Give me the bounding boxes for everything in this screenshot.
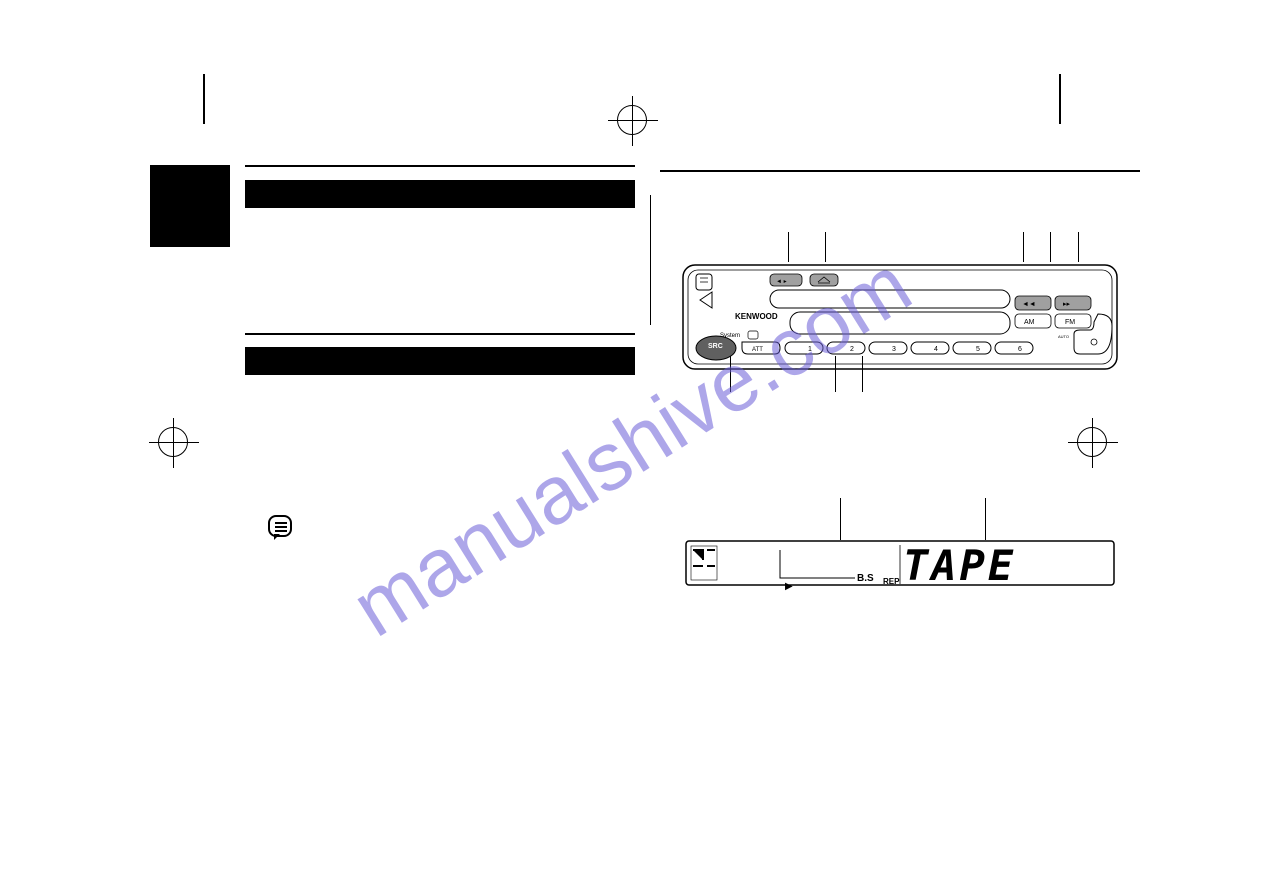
callout-line bbox=[985, 498, 986, 540]
section-marker-box bbox=[150, 165, 230, 247]
callout-line bbox=[1078, 232, 1079, 262]
svg-text:B.S: B.S bbox=[857, 573, 874, 584]
crop-mark bbox=[1059, 74, 1061, 124]
page-content: ◄ ▸ KENWOOD System bbox=[150, 165, 1140, 865]
horizontal-rule bbox=[245, 333, 635, 335]
svg-text:▸▸: ▸▸ bbox=[1063, 301, 1071, 308]
svg-text:2: 2 bbox=[850, 346, 854, 353]
svg-text:AUTO: AUTO bbox=[1058, 334, 1069, 339]
callout-line bbox=[788, 232, 789, 262]
display-illustration: B.S ▶ REP TAPE bbox=[685, 540, 1115, 595]
svg-text:SRC: SRC bbox=[708, 343, 723, 350]
callout-line bbox=[862, 356, 863, 392]
car-stereo-illustration: ◄ ▸ KENWOOD System bbox=[680, 232, 1120, 382]
column-divider bbox=[650, 195, 651, 325]
svg-text:4: 4 bbox=[934, 346, 938, 353]
crop-mark bbox=[203, 74, 205, 124]
callout-line bbox=[835, 356, 836, 392]
horizontal-rule bbox=[660, 170, 1140, 172]
callout-line bbox=[1023, 232, 1024, 262]
svg-text:◄◄: ◄◄ bbox=[1022, 301, 1036, 308]
svg-text:◄ ▸: ◄ ▸ bbox=[776, 279, 787, 285]
svg-text:AM: AM bbox=[1024, 319, 1035, 326]
callout-line bbox=[730, 356, 731, 392]
svg-text:3: 3 bbox=[892, 346, 896, 353]
note-icon bbox=[268, 515, 292, 537]
svg-text:REP: REP bbox=[883, 577, 900, 586]
callout-line bbox=[840, 498, 841, 540]
svg-text:1: 1 bbox=[808, 346, 812, 353]
crop-register-mark bbox=[617, 105, 647, 135]
svg-text:FM: FM bbox=[1065, 319, 1075, 326]
section-title-bar bbox=[245, 180, 635, 208]
svg-text:6: 6 bbox=[1018, 346, 1022, 353]
display-main-text: TAPE bbox=[903, 541, 1016, 590]
brand-label: KENWOOD bbox=[735, 312, 778, 321]
svg-text:▶: ▶ bbox=[785, 581, 793, 592]
section-title-bar bbox=[245, 347, 635, 375]
horizontal-rule bbox=[245, 165, 635, 167]
svg-text:ATT: ATT bbox=[752, 347, 763, 353]
callout-line bbox=[1050, 232, 1051, 262]
svg-text:5: 5 bbox=[976, 346, 980, 353]
callout-line bbox=[825, 232, 826, 262]
